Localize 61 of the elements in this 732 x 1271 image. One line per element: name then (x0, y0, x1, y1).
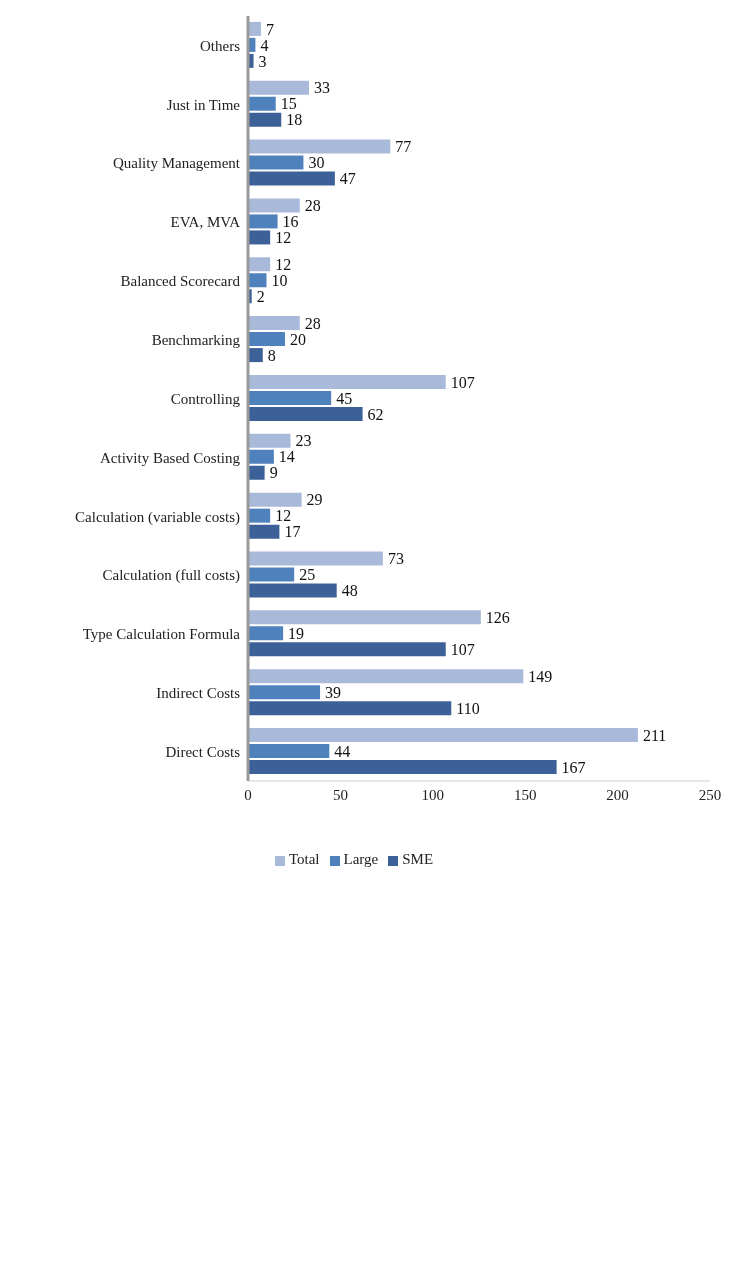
data-label: 12 (275, 507, 292, 525)
data-label: 4 (260, 36, 269, 54)
legend-label: SME (402, 851, 434, 867)
data-label: 10 (271, 271, 288, 289)
y-tick-label: Controlling (170, 390, 241, 407)
x-tick-label: 250 (698, 786, 722, 803)
data-label: 211 (642, 726, 667, 744)
data-label: 20 (289, 330, 306, 348)
y-tick-label: Indirect Costs (156, 685, 241, 702)
data-label: 7 (265, 20, 274, 38)
data-label: 30 (308, 154, 325, 172)
x-tick-label: 100 (421, 786, 445, 803)
y-tick-label: Balanced Scorecard (120, 273, 241, 290)
y-tick-label: Activity Based Costing (100, 449, 241, 466)
y-tick-label: Benchmarking (151, 331, 241, 348)
data-label: 33 (313, 79, 330, 97)
data-label: 14 (278, 448, 295, 466)
data-label: 16 (282, 213, 299, 231)
data-label: 3 (258, 52, 267, 70)
data-label: 29 (306, 491, 323, 509)
data-label: 17 (284, 523, 301, 541)
legend-label: Large (343, 851, 379, 867)
data-label: 9 (269, 464, 278, 482)
y-tick-label: Calculation (variable costs) (75, 508, 240, 526)
data-label: 110 (456, 699, 480, 717)
data-label: 28 (304, 197, 321, 215)
x-tick-label: 200 (606, 786, 629, 803)
data-label: 12 (275, 229, 292, 247)
data-label: 149 (528, 667, 553, 685)
legend-label: Total (288, 851, 320, 867)
data-label: 47 (339, 170, 356, 188)
data-label: 44 (334, 742, 351, 760)
x-tick-label: 150 (513, 786, 537, 803)
data-label: 126 (485, 609, 510, 627)
data-label: 77 (395, 138, 412, 156)
data-label: 73 (387, 550, 404, 568)
data-label: 23 (295, 432, 312, 450)
data-label: 28 (304, 314, 321, 332)
y-tick-label: Others (200, 37, 241, 54)
y-tick-label: Quality Management (112, 155, 241, 172)
x-tick-label: 0 (244, 786, 252, 803)
x-tick-label: 50 (332, 786, 348, 803)
data-label: 15 (280, 95, 297, 113)
y-tick-label: Type Calculation Formula (82, 626, 241, 643)
data-label: 18 (286, 111, 303, 129)
data-label: 167 (561, 758, 586, 776)
data-label: 2 (256, 287, 265, 305)
data-label: 107 (450, 641, 475, 659)
y-tick-label: EVA, MVA (170, 214, 241, 231)
data-label: 62 (367, 405, 384, 423)
y-tick-label: Direct Costs (165, 743, 241, 760)
data-label: 25 (299, 566, 316, 584)
data-label: 107 (450, 373, 475, 391)
data-label: 45 (336, 389, 353, 407)
data-label: 39 (325, 683, 342, 701)
data-label: 12 (275, 255, 292, 273)
data-label: 48 (341, 582, 358, 600)
y-tick-label: Calculation (full costs) (102, 567, 240, 585)
data-label: 8 (267, 346, 276, 364)
y-tick-label: Just in Time (166, 96, 241, 113)
data-label: 19 (288, 625, 305, 643)
